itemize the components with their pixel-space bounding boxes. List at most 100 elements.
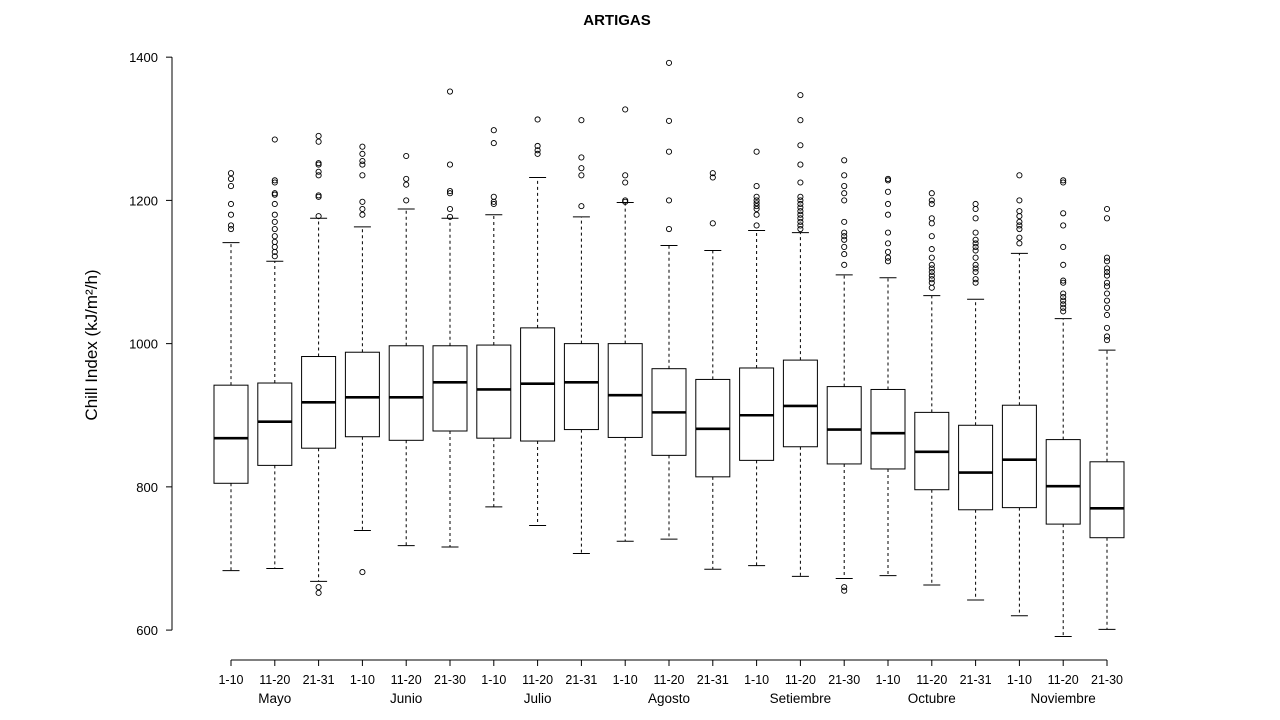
box-6 [476, 127, 512, 508]
outlier-point [227, 222, 235, 229]
iqr-box [1001, 404, 1037, 509]
outlier-point [753, 222, 760, 229]
outlier-point [797, 215, 804, 222]
box-19 [1045, 177, 1081, 638]
outlier-point [271, 211, 278, 218]
outlier-point [972, 229, 979, 236]
outlier-point [1016, 222, 1023, 229]
box-10 [651, 59, 687, 540]
outlier-point [797, 142, 804, 149]
month-label: Octubre [908, 691, 956, 706]
outlier-point [928, 233, 935, 240]
outlier-point [1016, 234, 1023, 241]
outlier-point [884, 211, 892, 218]
outlier-point [622, 197, 629, 204]
outlier-point [359, 161, 366, 168]
outlier-point [271, 253, 278, 260]
outlier-point [797, 197, 804, 204]
month-label: Julio [524, 691, 552, 706]
month-label: Mayo [258, 691, 291, 706]
outlier-point [578, 117, 585, 124]
outlier-point [359, 143, 366, 150]
outlier-point [227, 175, 235, 182]
iqr-box [344, 351, 380, 438]
iqr-box [563, 343, 599, 431]
x-tick-label: 1-10 [218, 673, 243, 687]
outlier-point [753, 148, 760, 155]
outlier-point [1060, 290, 1067, 297]
x-tick-label: 1-10 [481, 673, 506, 687]
outlier-point [1016, 172, 1023, 179]
x-tick-label: 21-31 [565, 673, 597, 687]
outlier-point [928, 197, 935, 204]
outlier-point [227, 170, 235, 177]
outlier-point [709, 174, 716, 181]
box-16 [914, 190, 950, 586]
x-tick-label: 21-31 [303, 673, 335, 687]
outlier-point [271, 243, 278, 250]
outlier-point [972, 261, 979, 268]
outlier-point [446, 188, 454, 195]
outlier-point [841, 172, 848, 179]
outlier-point [534, 150, 541, 157]
outlier-point [1103, 258, 1111, 265]
x-tick-label: 1-10 [744, 673, 769, 687]
box-series [213, 59, 1125, 638]
outlier-point [972, 279, 979, 286]
outlier-point [841, 157, 848, 164]
outlier-point [1016, 218, 1023, 225]
outlier-point [841, 243, 848, 250]
outlier-point [841, 584, 848, 591]
outlier-point [315, 213, 322, 220]
box-9 [607, 106, 643, 542]
outlier-point [315, 192, 322, 199]
y-tick-label: 1200 [129, 193, 158, 208]
outlier-point [884, 229, 892, 236]
outlier-point [841, 261, 848, 268]
y-axis: 600 800 1000 1200 1400 [129, 50, 173, 638]
outlier-point [490, 193, 497, 200]
x-tick-label: 11-20 [916, 673, 947, 687]
outlier-point [271, 179, 278, 186]
x-tick-label: 11-20 [1048, 673, 1079, 687]
iqr-box [782, 359, 818, 448]
box-3 [344, 143, 380, 576]
outlier-point [227, 200, 235, 208]
iqr-box [213, 384, 249, 484]
outlier-point [403, 152, 410, 160]
box-0 [213, 170, 249, 572]
box-15 [870, 175, 906, 577]
outlier-point [972, 240, 979, 247]
outlier-point [884, 200, 892, 208]
outlier-point [1060, 261, 1067, 268]
outlier-point [359, 211, 366, 218]
outlier-point [446, 205, 454, 213]
outlier-point [227, 225, 235, 233]
outlier-point [1103, 205, 1111, 213]
outlier-point [1103, 265, 1111, 272]
outlier-point [1060, 301, 1067, 308]
month-label: Agosto [648, 691, 690, 706]
outlier-point [359, 205, 366, 213]
outlier-point [1060, 279, 1067, 286]
outlier-point [709, 220, 716, 227]
outlier-point [665, 59, 673, 66]
outlier-point [271, 233, 278, 240]
outlier-point [928, 265, 935, 272]
outlier-point [446, 88, 454, 95]
outlier-point [797, 92, 804, 99]
outlier-point [884, 240, 892, 247]
outlier-point [797, 208, 804, 215]
iqr-box [607, 343, 643, 438]
x-tick-label: 1-10 [1007, 673, 1032, 687]
outlier-point [972, 247, 979, 254]
outlier-point [797, 222, 804, 229]
x-tick-label: 21-30 [434, 673, 466, 687]
outlier-point [841, 197, 848, 204]
outlier-point [1060, 304, 1067, 311]
x-tick-label: 21-31 [960, 673, 992, 687]
x-tick-label: 1-10 [875, 673, 900, 687]
outlier-point [753, 203, 760, 210]
box-5 [432, 88, 468, 548]
outlier-point [884, 175, 892, 182]
